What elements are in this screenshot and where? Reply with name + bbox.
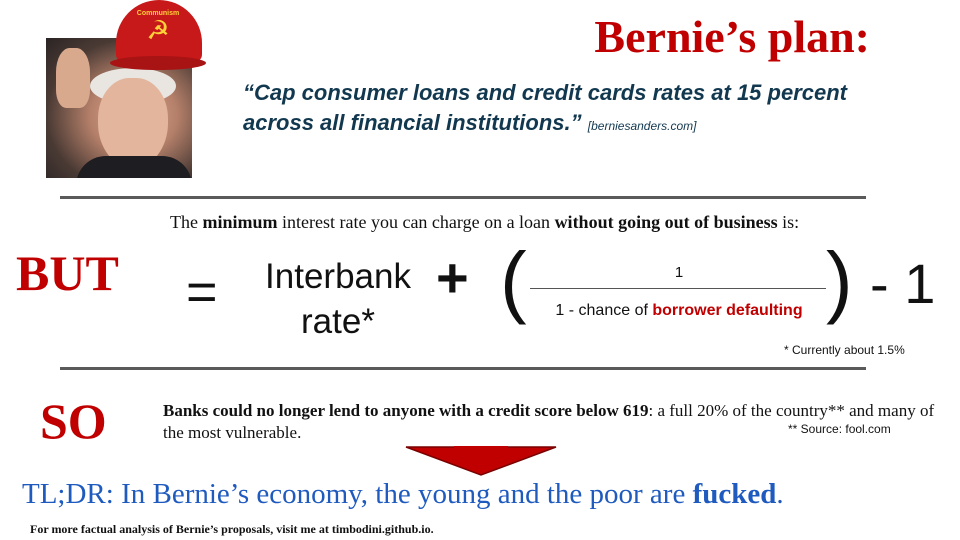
divider-top bbox=[60, 196, 866, 199]
fraction-denominator: 1 - chance of borrower defaulting bbox=[530, 302, 828, 320]
left-paren: ( bbox=[500, 236, 527, 325]
interbank-footnote: * Currently about 1.5% bbox=[784, 343, 905, 357]
down-arrow-icon bbox=[405, 446, 557, 476]
conclusion-bold: Banks could no longer lend to anyone wit… bbox=[163, 401, 649, 420]
quote: “Cap consumer loans and credit cards rat… bbox=[243, 78, 883, 141]
intro-text-3: is: bbox=[777, 212, 800, 232]
cap-crown bbox=[116, 0, 202, 62]
intro-text-2: interest rate you can charge on a loan bbox=[277, 212, 555, 232]
conclusion-rest: : a full 20% of the country** and many o… bbox=[163, 401, 935, 442]
face bbox=[98, 78, 168, 168]
tldr-bold: fucked bbox=[692, 478, 777, 510]
fraction-line bbox=[530, 288, 826, 289]
raised-hand bbox=[56, 48, 90, 108]
tldr-text: TL;DR: In Bernie’s economy, the young an… bbox=[22, 478, 693, 510]
cap-text: Communism bbox=[136, 10, 180, 17]
fraction-numerator: 1 bbox=[674, 264, 684, 281]
quote-source: [berniesanders.com] bbox=[587, 119, 697, 133]
communism-cap: Communism ☭ bbox=[110, 0, 206, 72]
conclusion-text: Banks could no longer lend to anyone wit… bbox=[163, 400, 953, 444]
interbank-line-1: Interbank bbox=[265, 257, 411, 296]
formula-intro: The minimum interest rate you can charge… bbox=[170, 212, 799, 233]
tldr-period: . bbox=[776, 478, 784, 510]
intro-bold-1: minimum bbox=[202, 212, 278, 232]
intro-text-1: The bbox=[170, 212, 203, 232]
suit bbox=[76, 156, 192, 178]
interbank-line-2: rate* bbox=[301, 302, 375, 341]
equals-sign: = bbox=[186, 262, 218, 322]
interbank-rate-term: Interbank rate* bbox=[240, 254, 436, 344]
plus-sign: + bbox=[436, 246, 469, 309]
divider-bottom bbox=[60, 367, 866, 370]
hammer-sickle-icon: ☭ bbox=[146, 16, 170, 46]
tldr-line: TL;DR: In Bernie’s economy, the young an… bbox=[22, 478, 784, 511]
so-label: SO bbox=[40, 393, 107, 449]
minus-one: - 1 bbox=[870, 252, 936, 315]
but-label: BUT bbox=[16, 245, 119, 301]
denominator-highlight: borrower defaulting bbox=[652, 302, 803, 319]
page-title: Bernie’s plan: bbox=[594, 11, 870, 62]
cap-brim bbox=[110, 56, 206, 70]
source-footnote: ** Source: fool.com bbox=[788, 422, 891, 436]
quote-text: “Cap consumer loans and credit cards rat… bbox=[243, 80, 848, 135]
right-paren: ) bbox=[826, 236, 853, 325]
intro-bold-2: without going out of business bbox=[554, 212, 778, 232]
footer-note: For more factual analysis of Bernie’s pr… bbox=[30, 522, 434, 536]
denominator-text: 1 - chance of bbox=[555, 302, 653, 319]
